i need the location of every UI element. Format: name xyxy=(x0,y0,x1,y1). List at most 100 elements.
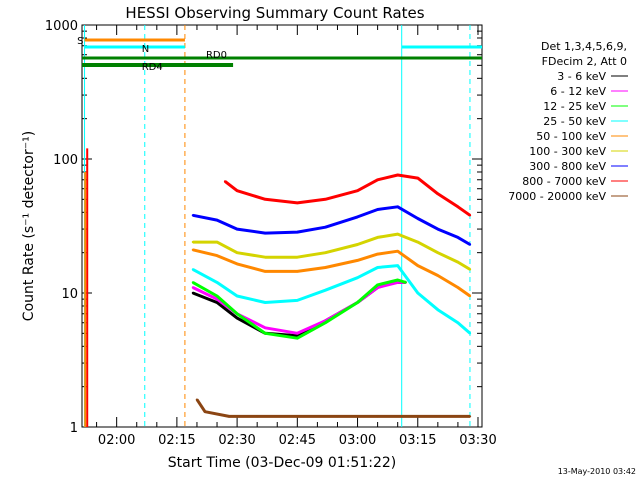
data-point xyxy=(376,208,379,211)
plot-frame xyxy=(81,24,483,428)
data-point xyxy=(376,283,379,287)
x-tick-label: 03:15 xyxy=(399,433,436,448)
data-point xyxy=(396,264,399,267)
legend-label: 300 - 800 keV xyxy=(529,160,606,173)
data-point xyxy=(235,189,239,192)
data-point xyxy=(468,243,472,246)
legend-label: 50 - 100 keV xyxy=(536,130,606,143)
data-point xyxy=(468,268,472,271)
legend-label: 800 - 7000 keV xyxy=(522,175,606,188)
data-point xyxy=(404,281,407,284)
data-point xyxy=(416,176,419,180)
data-point xyxy=(215,218,219,222)
legend-label: 25 - 50 keV xyxy=(543,115,606,128)
data-point xyxy=(416,264,419,267)
data-point xyxy=(396,281,399,284)
x-tick-label: 03:30 xyxy=(459,433,496,448)
flag-label-n: N xyxy=(142,44,149,55)
data-point xyxy=(264,255,267,259)
data-point xyxy=(376,236,379,239)
data-point xyxy=(223,180,227,183)
legend-label: 12 - 25 keV xyxy=(543,100,606,113)
data-point xyxy=(456,321,460,324)
data-point xyxy=(416,291,419,295)
data-point xyxy=(468,294,472,298)
data-point xyxy=(324,251,327,254)
data-point xyxy=(235,294,239,298)
data-point xyxy=(215,294,219,298)
x-tick-label: 02:45 xyxy=(279,433,316,448)
data-point xyxy=(264,198,267,201)
data-point xyxy=(356,259,359,262)
flag-label-rd4: RD4 xyxy=(142,62,163,73)
footer-timestamp: 13-May-2010 03:42 xyxy=(558,467,636,476)
data-point xyxy=(264,270,267,273)
data-point xyxy=(396,205,399,208)
flag-label-rd0: RD0 xyxy=(206,50,227,61)
legend-header: Det 1,3,4,5,6,9, xyxy=(541,40,627,53)
data-point xyxy=(264,301,267,304)
instrument-flags: S N RD0 RD4 xyxy=(77,25,482,427)
y-tick-label: 1000 xyxy=(45,19,78,34)
data-point xyxy=(264,326,267,329)
data-point xyxy=(468,415,472,418)
data-point xyxy=(356,301,359,304)
data-point xyxy=(215,281,219,284)
data-point xyxy=(235,262,239,266)
series-line xyxy=(192,264,471,335)
data-point xyxy=(191,248,195,252)
data-point xyxy=(376,178,379,181)
series-line xyxy=(192,205,471,246)
data-point xyxy=(324,198,327,201)
data-point xyxy=(336,415,339,418)
data-point xyxy=(191,281,195,284)
data-point xyxy=(468,214,472,217)
y-tick-label: 100 xyxy=(53,153,78,168)
legend-label: 3 - 6 keV xyxy=(557,70,606,83)
data-point xyxy=(296,299,299,302)
legend-label: 7000 - 20000 keV xyxy=(508,190,606,203)
data-point xyxy=(296,336,299,340)
data-point xyxy=(215,301,219,304)
data-point xyxy=(296,201,299,205)
data-point xyxy=(396,250,399,253)
data-point xyxy=(396,232,399,236)
x-tick-label: 02:00 xyxy=(98,433,135,448)
series-line xyxy=(192,278,407,340)
data-point xyxy=(191,286,195,289)
data-point xyxy=(235,316,239,320)
series-line xyxy=(224,173,471,217)
y-axis-label: Count Rate (s⁻¹ detector⁻¹) xyxy=(21,131,37,321)
data-point xyxy=(356,243,359,246)
data-point xyxy=(264,332,267,335)
data-point xyxy=(416,217,419,220)
data-point xyxy=(468,332,472,335)
data-point xyxy=(456,260,460,264)
data-point xyxy=(416,240,419,244)
data-point xyxy=(264,231,267,235)
data-point xyxy=(324,225,327,229)
data-point xyxy=(227,415,231,418)
data-point xyxy=(456,205,460,208)
data-point xyxy=(436,308,440,311)
data-point xyxy=(436,274,440,277)
x-tick-label: 02:30 xyxy=(218,433,255,448)
x-tick-label: 02:15 xyxy=(158,433,195,448)
data-point xyxy=(436,251,440,254)
data-point xyxy=(356,215,359,219)
data-point xyxy=(235,227,239,231)
y-axis: 1 10 100 1000 xyxy=(45,19,482,436)
data-point xyxy=(356,276,359,279)
x-axis-label: Start Time (03-Dec-09 01:51:22) xyxy=(168,455,396,471)
data-point xyxy=(396,173,399,177)
data-point xyxy=(191,268,195,271)
data-point xyxy=(324,288,327,292)
data-point xyxy=(203,410,207,413)
series-line xyxy=(195,398,470,418)
data-point xyxy=(436,227,440,231)
data-point xyxy=(436,192,440,195)
data-point xyxy=(191,214,195,217)
data-point xyxy=(416,415,419,418)
data-point xyxy=(215,254,219,257)
